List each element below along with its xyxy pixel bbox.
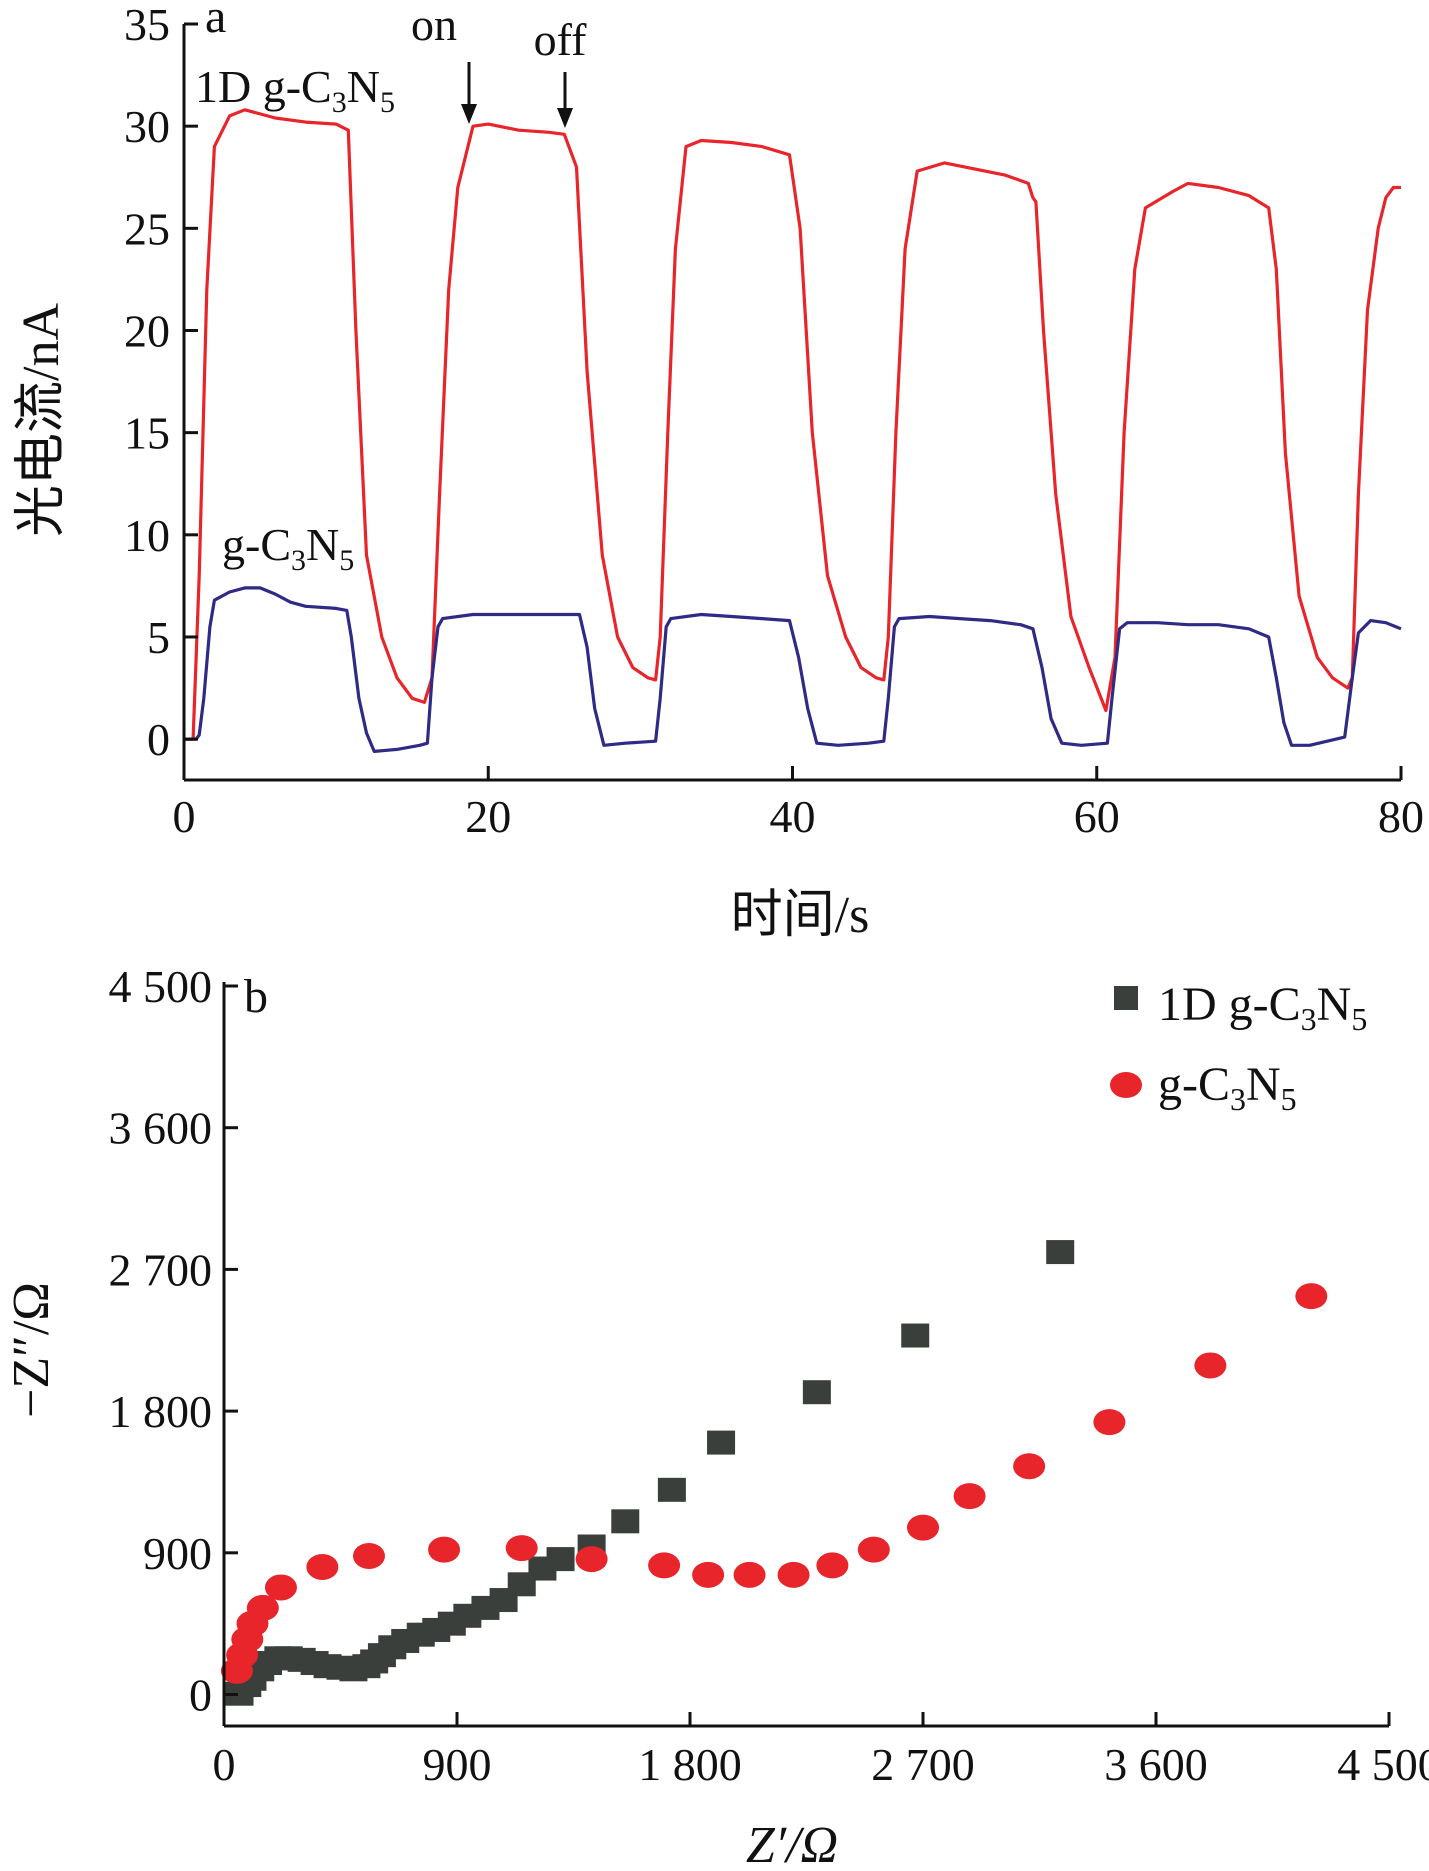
series-markers-1d-gc3n5 bbox=[225, 1240, 1075, 1706]
data-point-circle bbox=[692, 1561, 725, 1588]
x-tick-label-a: 40 bbox=[770, 791, 816, 842]
y-tick-label-a: 25 bbox=[124, 203, 170, 254]
photocurrent-series-layer bbox=[184, 108, 1402, 753]
legend-label-1d-gc3n5: 1D g-C3N5 bbox=[1158, 978, 1367, 1037]
series-label-1d-gc3n5: 1D g-C3N5 bbox=[195, 61, 395, 119]
data-point-circle bbox=[575, 1546, 608, 1573]
y-tick-label-b: 2 700 bbox=[109, 1244, 213, 1295]
photocurrent-chart: 0 5 10 15 20 25 30 35 0 20 40 60 80 a on off 1D g-C3… bbox=[13, 0, 1424, 944]
data-point-circle bbox=[816, 1552, 849, 1579]
data-point-circle bbox=[1295, 1283, 1328, 1310]
y-axis-title-b: −Z″/Ω bbox=[3, 1282, 60, 1418]
y-tick-label-a: 30 bbox=[124, 101, 170, 152]
data-point-circle bbox=[505, 1535, 538, 1562]
data-point-circle bbox=[352, 1542, 385, 1569]
x-tick-label-a: 60 bbox=[1074, 791, 1120, 842]
y-tick-label-b: 900 bbox=[143, 1528, 212, 1579]
series-line-gc3n5 bbox=[184, 586, 1402, 753]
y-tick-label-a: 0 bbox=[147, 714, 170, 765]
x-axis-title-a: 时间/s bbox=[731, 887, 870, 944]
off-arrow bbox=[557, 72, 573, 128]
data-point-circle bbox=[953, 1483, 986, 1510]
on-arrow bbox=[461, 62, 477, 124]
x-tick-label-b: 2 700 bbox=[871, 1739, 975, 1790]
y-tick-label-a: 5 bbox=[147, 612, 170, 663]
data-point-circle bbox=[1093, 1409, 1126, 1436]
data-point-circle bbox=[428, 1536, 461, 1563]
on-annotation: on bbox=[411, 0, 457, 50]
off-annotation: off bbox=[534, 14, 587, 65]
y-tick-label-b: 4 500 bbox=[109, 961, 213, 1012]
y-tick-label-a: 20 bbox=[124, 305, 170, 356]
legend: 1D g-C3N5 g-C3N5 bbox=[1110, 978, 1367, 1117]
photocurrent-axes: 0 5 10 15 20 25 30 35 0 20 40 60 80 bbox=[124, 0, 1424, 842]
series-line-1d-gc3n5 bbox=[184, 108, 1401, 741]
data-point-square bbox=[802, 1380, 831, 1405]
x-tick-label-a: 20 bbox=[465, 791, 511, 842]
y-tick-label-b: 1 800 bbox=[109, 1386, 213, 1437]
panel-a-label: a bbox=[205, 0, 226, 43]
data-point-circle bbox=[1013, 1453, 1046, 1480]
panel-b-label: b bbox=[244, 970, 268, 1023]
data-point-square bbox=[611, 1509, 640, 1534]
x-tick-label-a: 0 bbox=[173, 791, 196, 842]
data-point-square bbox=[901, 1323, 930, 1348]
x-tick-label-b: 0 bbox=[213, 1739, 236, 1790]
data-point-square bbox=[1046, 1240, 1075, 1265]
x-tick-label-b: 4 500 bbox=[1337, 1739, 1429, 1790]
data-point-circle bbox=[648, 1552, 681, 1579]
impedance-chart: 0 900 1 800 2 700 3 600 4 500 0 900 1 800 2 700 3 … bbox=[3, 961, 1429, 1871]
data-point-circle bbox=[857, 1536, 890, 1563]
impedance-axes: 0 900 1 800 2 700 3 600 4 500 0 900 1 800 2 700 3 … bbox=[109, 961, 1429, 1790]
x-tick-label-b: 900 bbox=[423, 1739, 492, 1790]
y-axis-title-a: 光电流/nA bbox=[13, 303, 70, 537]
data-point-circle bbox=[246, 1594, 279, 1621]
data-point-circle bbox=[777, 1561, 810, 1588]
data-point-circle bbox=[1194, 1352, 1227, 1379]
y-tick-label-b: 3 600 bbox=[109, 1103, 213, 1154]
legend-marker-circle bbox=[1110, 1072, 1142, 1098]
y-tick-label-a: 15 bbox=[124, 408, 170, 459]
data-point-square bbox=[546, 1547, 575, 1572]
data-point-circle bbox=[733, 1561, 766, 1588]
data-point-circle bbox=[907, 1514, 939, 1541]
series-label-gc3n5: g-C3N5 bbox=[222, 519, 354, 577]
x-tick-label-a: 80 bbox=[1378, 791, 1424, 842]
x-axis-title-b: Z′/Ω bbox=[746, 1817, 838, 1871]
impedance-series-layer bbox=[220, 1240, 1328, 1706]
data-point-square bbox=[657, 1477, 686, 1502]
data-point-square bbox=[707, 1430, 736, 1455]
legend-label-gc3n5: g-C3N5 bbox=[1158, 1058, 1297, 1117]
legend-marker-square bbox=[1114, 986, 1138, 1010]
x-tick-label-b: 1 800 bbox=[638, 1739, 742, 1790]
y-tick-label-a: 10 bbox=[124, 510, 170, 561]
data-point-circle bbox=[264, 1574, 297, 1601]
series-markers-gc3n5 bbox=[220, 1283, 1328, 1684]
y-tick-label-a: 35 bbox=[124, 0, 170, 50]
y-tick-label-b: 0 bbox=[189, 1670, 212, 1721]
data-point-circle bbox=[306, 1553, 339, 1580]
x-tick-label-b: 3 600 bbox=[1104, 1739, 1208, 1790]
